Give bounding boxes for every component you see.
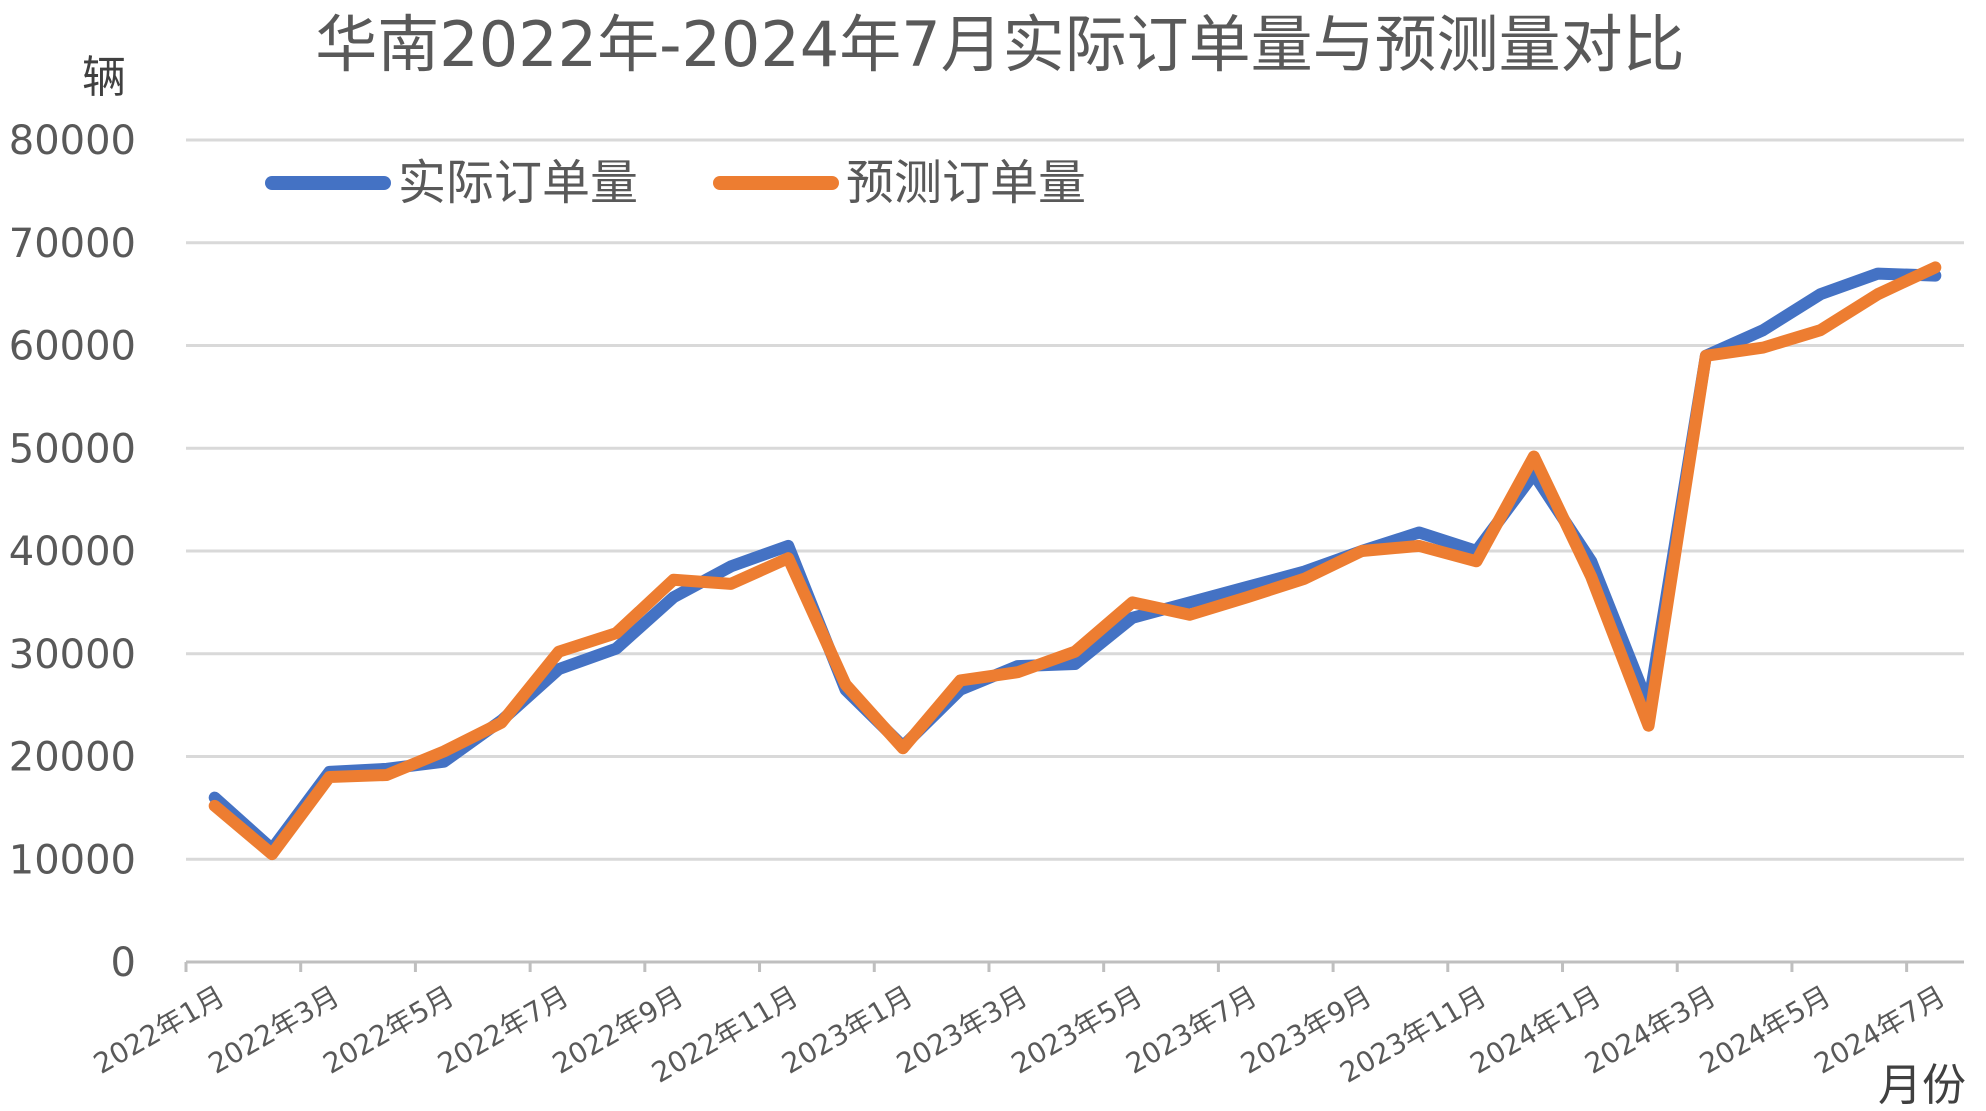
legend: 实际订单量 预测订单量	[265, 155, 1086, 211]
y-tick-label: 10000	[9, 837, 136, 883]
x-tick-label: 2024年5月	[1694, 979, 1836, 1080]
x-tick-label: 2022年5月	[317, 979, 459, 1080]
x-tick-label: 2023年1月	[776, 979, 918, 1080]
legend-label-actual: 实际订单量	[398, 155, 638, 211]
x-axis-ticks: 2022年1月2022年3月2022年5月2022年7月2022年9月2022年…	[88, 962, 1951, 1090]
x-tick-label: 2022年3月	[203, 979, 345, 1080]
y-axis-ticks: 0 10000 20000 30000 40000 50000 60000 70000 8000…	[9, 118, 136, 986]
y-tick-label: 80000	[9, 118, 136, 164]
x-tick-label: 2022年1月	[88, 979, 230, 1080]
gridlines	[186, 138, 1964, 964]
y-tick-label: 0	[111, 940, 136, 986]
series-line-forecast	[208, 261, 1942, 861]
x-tick-label: 2023年5月	[1006, 979, 1148, 1080]
y-tick-label: 30000	[9, 632, 136, 678]
y-tick-label: 20000	[9, 735, 136, 781]
y-tick-label: 60000	[9, 324, 136, 370]
x-tick-label: 2023年7月	[1120, 979, 1262, 1080]
legend-label-forecast: 预测订单量	[846, 155, 1086, 211]
x-axis-unit-label: 月份	[1878, 1060, 1966, 1111]
chart-title: 华南2022年-2024年7月实际订单量与预测量对比	[315, 8, 1684, 81]
x-tick-label: 2024年1月	[1465, 979, 1607, 1080]
x-tick-label: 2024年3月	[1579, 979, 1721, 1080]
y-tick-label: 70000	[9, 221, 136, 267]
x-tick-label: 2023年3月	[891, 979, 1033, 1080]
y-axis-unit-label: 辆	[82, 52, 126, 103]
series-lines	[208, 261, 1942, 861]
x-tick-label: 2022年7月	[432, 979, 574, 1080]
y-tick-label: 40000	[9, 529, 136, 575]
y-tick-label: 50000	[9, 426, 136, 472]
